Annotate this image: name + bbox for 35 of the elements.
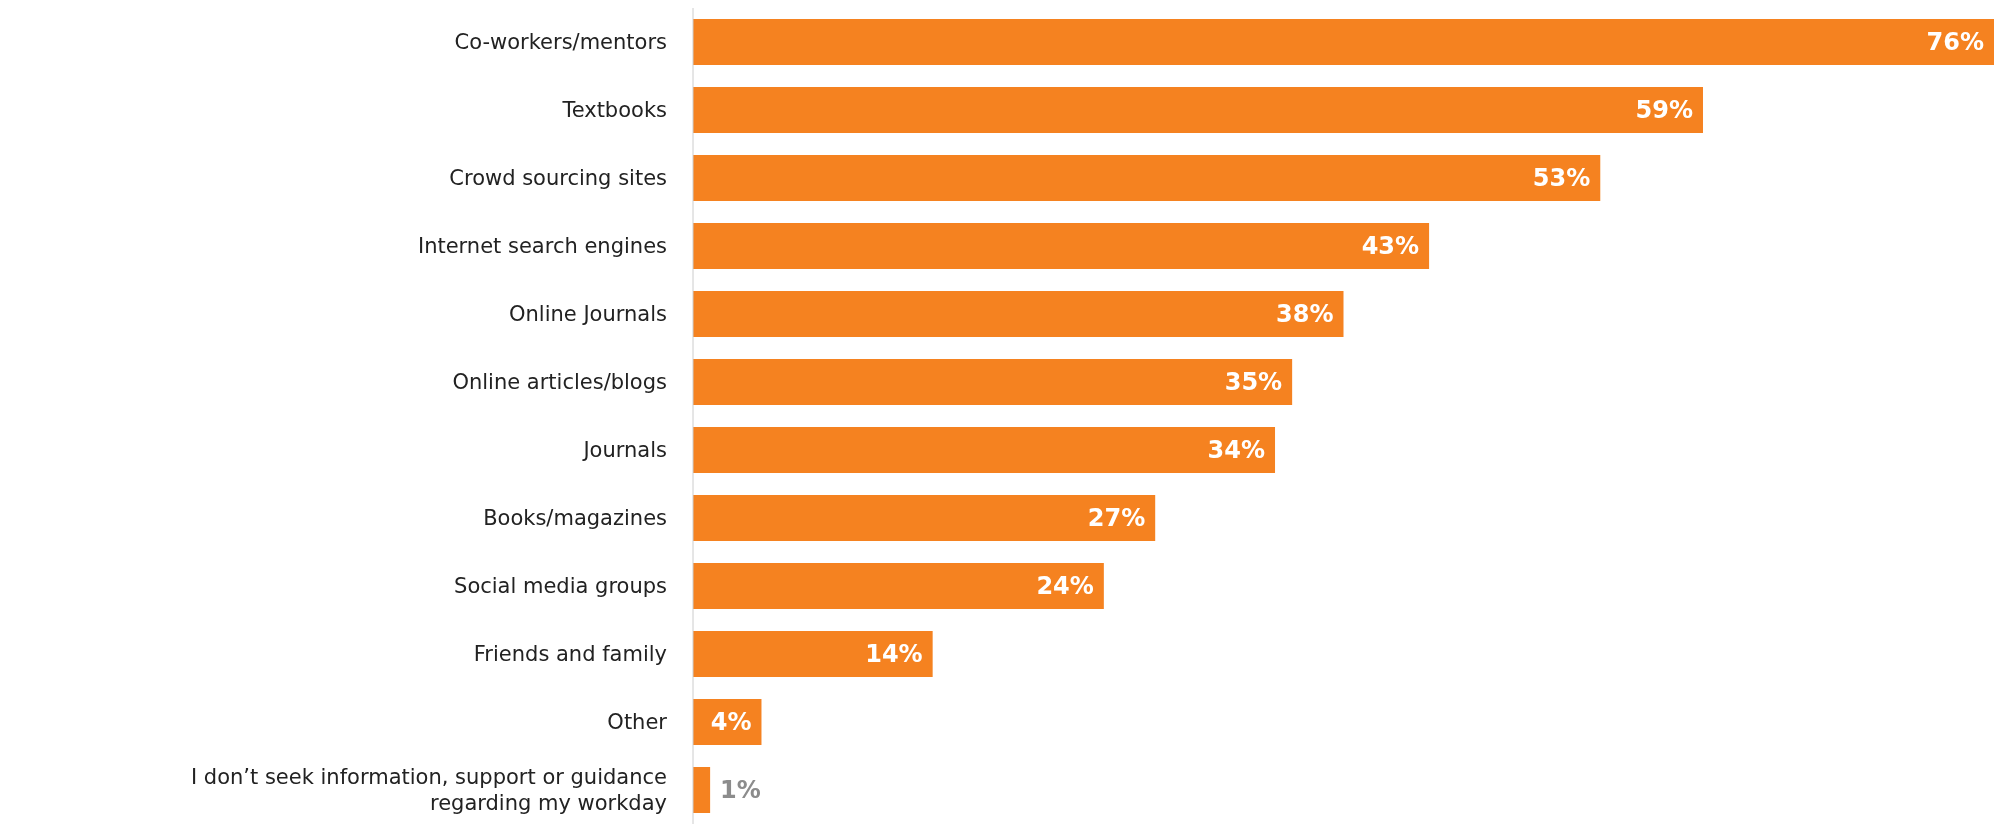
bar (693, 359, 1293, 405)
data-label: 4% (710, 708, 752, 736)
data-label: 24% (1036, 572, 1094, 600)
data-label: 76% (1926, 28, 1984, 56)
y-tick-label: Textbooks (561, 98, 667, 122)
data-label: 38% (1276, 300, 1334, 328)
y-tick-label: Journals (581, 438, 667, 462)
bar (693, 155, 1601, 201)
y-tick-label: I don’t seek information, support or guidance regarding my workday (190, 765, 667, 815)
y-tick-label: Friends and family (473, 642, 667, 666)
y-tick-label: Online articles/blogs (452, 370, 667, 394)
y-tick-label: Social media groups (454, 574, 667, 598)
data-label: 27% (1087, 504, 1146, 532)
data-label: 43% (1361, 232, 1420, 260)
bar (693, 19, 1994, 65)
bar (693, 631, 933, 677)
bar (693, 291, 1344, 337)
y-tick-label: Internet search engines (417, 234, 667, 258)
bar (693, 223, 1430, 269)
data-label: 14% (865, 640, 923, 668)
bar (693, 87, 1703, 133)
bar (693, 563, 1104, 609)
bar (693, 495, 1156, 541)
data-label: 59% (1635, 96, 1693, 124)
y-tick-label: Co-workers/mentors (454, 30, 667, 54)
data-label: 53% (1532, 164, 1591, 192)
y-tick-label: Online Journals (509, 302, 667, 326)
bar (693, 767, 711, 813)
y-tick-label: Crowd sourcing sites (449, 166, 667, 190)
y-tick-label: Books/magazines (483, 506, 667, 530)
data-label: 34% (1207, 436, 1266, 464)
data-label: 35% (1224, 368, 1283, 396)
data-label: 1% (720, 776, 761, 804)
bar (693, 427, 1276, 473)
y-tick-label: Other (607, 710, 668, 734)
